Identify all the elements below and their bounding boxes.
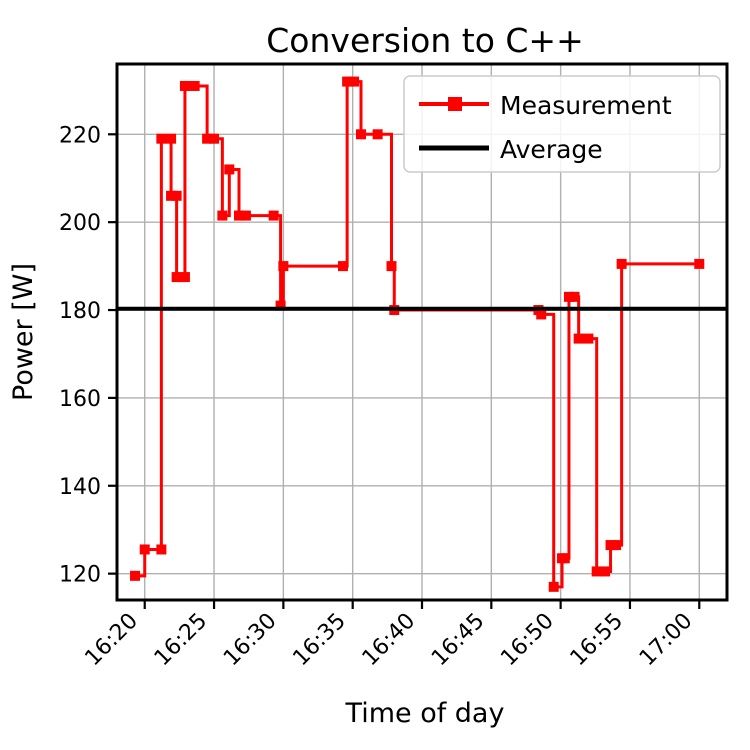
data-point-marker — [209, 133, 220, 144]
data-point-marker — [202, 133, 213, 144]
y-tick-label: 180 — [59, 299, 101, 324]
chart-legend: Measurement Average — [403, 75, 721, 173]
data-series-layer — [117, 76, 727, 592]
data-point-marker — [616, 258, 627, 269]
data-point-marker — [591, 566, 602, 577]
data-point-marker — [189, 80, 200, 91]
legend-item-average[interactable]: Average — [419, 135, 603, 164]
data-point-marker — [559, 553, 570, 564]
data-point-marker — [156, 544, 167, 555]
data-point-marker — [156, 133, 167, 144]
data-point-marker — [179, 272, 190, 283]
data-point-marker — [583, 333, 594, 344]
data-point-marker — [694, 258, 705, 269]
legend-item-measurement[interactable]: Measurement — [419, 91, 672, 120]
data-point-marker — [372, 129, 383, 140]
data-point-marker — [217, 210, 228, 221]
data-point-marker — [166, 190, 177, 201]
data-point-marker — [234, 210, 244, 221]
data-point-marker — [240, 210, 251, 221]
data-point-marker — [536, 309, 547, 320]
chart-title: Conversion to C++ — [266, 21, 583, 60]
legend-swatch-measurement-marker — [448, 97, 462, 111]
y-tick-label: 220 — [59, 123, 101, 148]
data-point-marker — [349, 76, 360, 87]
data-point-marker — [275, 300, 286, 311]
data-point-marker — [179, 80, 190, 91]
data-point-marker — [268, 210, 279, 221]
y-tick-label: 120 — [59, 563, 101, 588]
data-point-marker — [224, 164, 235, 175]
data-point-marker — [563, 291, 574, 302]
y-tick-label: 160 — [59, 387, 101, 412]
data-point-marker — [356, 129, 366, 140]
data-point-marker — [548, 581, 559, 592]
data-point-marker — [130, 570, 141, 581]
data-point-marker — [166, 133, 177, 144]
data-point-marker — [171, 272, 182, 283]
y-tick-label: 140 — [59, 475, 101, 500]
data-point-marker — [611, 540, 622, 551]
data-point-marker — [139, 544, 150, 555]
data-point-marker — [569, 291, 580, 302]
data-point-marker — [278, 261, 289, 272]
data-point-marker — [171, 190, 182, 201]
y-axis-label: Power [W] — [8, 263, 39, 401]
y-axis-ticks: 120 140 160 180 200 220 — [59, 123, 117, 588]
data-point-marker — [600, 566, 610, 577]
data-point-marker — [342, 76, 353, 87]
legend-label-average: Average — [500, 135, 603, 164]
x-axis-label: Time of day — [345, 698, 505, 729]
series-markers-measurement — [130, 76, 705, 592]
data-point-marker — [573, 333, 584, 344]
data-point-marker — [386, 261, 397, 272]
data-point-marker — [337, 261, 348, 272]
legend-label-measurement: Measurement — [500, 91, 672, 120]
data-point-marker — [605, 540, 616, 551]
y-tick-label: 200 — [59, 211, 101, 236]
